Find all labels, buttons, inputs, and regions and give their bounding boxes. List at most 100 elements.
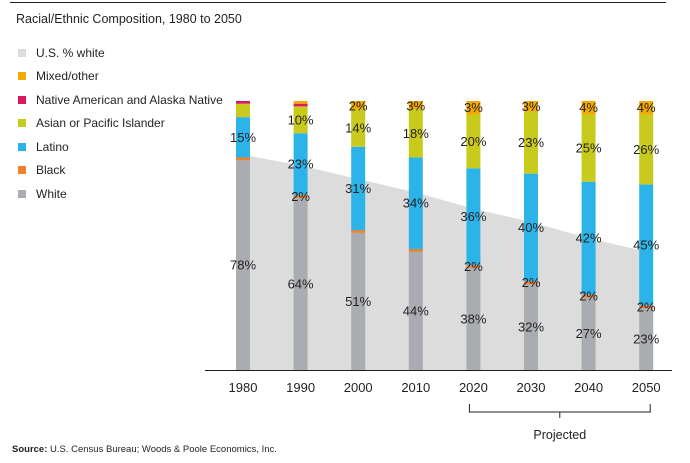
legend-label: Latino — [36, 139, 69, 154]
data-label-black-2020: 2% — [464, 259, 483, 274]
bar-segment-white-2020 — [466, 267, 481, 370]
chart-title: Racial/Ethnic Composition, 1980 to 2050 — [16, 12, 242, 26]
source-text: U.S. Census Bureau; Woods & Poole Econom… — [50, 444, 277, 455]
legend-asian: Asian or Pacific Islander — [18, 112, 223, 136]
bar-segment-asian-or-pacific-islander-1990 — [293, 106, 308, 134]
data-label-black-2030: 2% — [522, 275, 541, 290]
bar-segment-white-2050 — [639, 308, 654, 370]
data-label-latino-2010: 34% — [403, 196, 429, 211]
x-tick-label-2040: 2040 — [574, 380, 603, 395]
data-label-white-2000: 51% — [345, 294, 371, 309]
bar-segment-mixed-other-2010 — [408, 101, 423, 110]
native-swatch — [18, 95, 26, 104]
data-label-black-1990: 2% — [291, 189, 310, 204]
bar-segment-black-2040 — [581, 294, 596, 298]
legend-label: Black — [36, 163, 66, 178]
bar-segment-white-2010 — [408, 251, 423, 370]
bar-segment-mixed-other-2040 — [581, 101, 596, 115]
legend-native: Native American and Alaska Native — [18, 88, 223, 112]
bar-segment-asian-or-pacific-islander-2000 — [351, 109, 366, 147]
bar-segment-black-2000 — [351, 230, 366, 233]
legend-label: Asian or Pacific Islander — [36, 116, 165, 131]
data-label-mixed-other-2000: 2% — [349, 99, 368, 114]
legend-mixed: Mixed/other — [18, 65, 223, 89]
bar-segment-asian-or-pacific-islander-2010 — [408, 109, 423, 158]
data-label-mixed-other-2010: 3% — [406, 99, 425, 114]
bar-segment-mixed-other-2000 — [351, 101, 366, 110]
bar-segment-native-american-and-alaska-native-1980 — [236, 101, 250, 104]
x-tick-label-1980: 1980 — [229, 380, 258, 395]
bar-segment-mixed-other-2020 — [466, 101, 481, 115]
data-label-mixed-other-2020: 3% — [464, 100, 483, 115]
bar-segment-white-1980 — [236, 160, 250, 370]
bar-segment-mixed-other-2050 — [639, 101, 654, 115]
bar-segment-mixed-other-1990 — [293, 101, 308, 104]
bar-segment-asian-or-pacific-islander-2040 — [581, 114, 596, 182]
data-label-white-1990: 64% — [288, 276, 314, 291]
data-label-asian-or-pacific-islander-2000: 14% — [345, 120, 371, 135]
data-label-mixed-other-2030: 3% — [522, 99, 541, 114]
us-white-swatch — [18, 48, 26, 57]
data-label-white-2020: 38% — [460, 311, 486, 326]
black-swatch — [18, 166, 26, 175]
bar-segment-white-2000 — [351, 232, 366, 370]
bar-segment-black-1990 — [293, 195, 308, 198]
x-tick-label-2000: 2000 — [344, 380, 373, 395]
x-tick-label-2020: 2020 — [459, 380, 488, 395]
data-label-mixed-other-2050: 4% — [637, 100, 656, 115]
bar-segment-latino-2020 — [466, 168, 481, 266]
legend-latino: Latino — [18, 135, 223, 159]
bar-segment-latino-1990 — [293, 133, 308, 196]
data-label-asian-or-pacific-islander-2050: 26% — [633, 142, 659, 157]
data-label-white-2050: 23% — [633, 332, 659, 347]
bar-segment-black-2020 — [466, 265, 481, 268]
bar-segment-mixed-other-2030 — [524, 101, 538, 112]
bar-segment-black-2050 — [639, 305, 654, 309]
bar-segment-black-2010 — [408, 248, 423, 252]
top-rule — [10, 2, 666, 3]
x-tick-label-2030: 2030 — [517, 380, 546, 395]
data-label-latino-1990: 23% — [288, 157, 314, 172]
data-label-asian-or-pacific-islander-2020: 20% — [460, 134, 486, 149]
data-label-white-2010: 44% — [403, 303, 429, 318]
bar-segment-latino-2050 — [639, 184, 654, 306]
x-tick-label-2010: 2010 — [401, 380, 430, 395]
bar-segment-black-2030 — [524, 281, 538, 284]
bar-segment-latino-2010 — [408, 157, 423, 249]
asian-swatch — [18, 119, 26, 128]
us-white-area — [243, 154, 647, 370]
legend-us-white: U.S. % white — [18, 41, 223, 65]
legend-label: Native American and Alaska Native — [36, 92, 223, 107]
data-label-black-2040: 2% — [579, 289, 598, 304]
legend-black: Black — [18, 159, 223, 183]
bar-segment-latino-2030 — [524, 173, 538, 282]
legend-label: U.S. % white — [36, 45, 105, 60]
x-tick-label-2050: 2050 — [632, 380, 661, 395]
mixed-swatch — [18, 72, 26, 81]
bar-segment-asian-or-pacific-islander-2020 — [466, 114, 481, 169]
latino-swatch — [18, 142, 26, 151]
x-tick-label-1990: 1990 — [286, 380, 315, 395]
data-label-white-2040: 27% — [576, 326, 602, 341]
data-label-asian-or-pacific-islander-1990: 10% — [288, 112, 314, 127]
source-note: Source: U.S. Census Bureau; Woods & Pool… — [12, 444, 277, 455]
data-label-latino-1980: 15% — [230, 130, 256, 145]
projected-bracket — [468, 404, 651, 413]
data-label-white-2030: 32% — [518, 319, 544, 334]
data-label-latino-2050: 45% — [633, 237, 659, 252]
bar-segment-native-american-and-alaska-native-1990 — [293, 103, 308, 107]
legend-white: White — [18, 182, 223, 206]
legend-label: Mixed/other — [36, 69, 99, 84]
legend: U.S. % white Mixed/other Native American… — [18, 41, 223, 206]
data-label-white-1980: 78% — [230, 258, 256, 273]
data-label-black-2050: 2% — [637, 299, 656, 314]
projected-label: Projected — [533, 428, 586, 442]
bar-segment-white-2030 — [524, 283, 538, 370]
bar-segment-asian-or-pacific-islander-2030 — [524, 111, 538, 174]
data-label-asian-or-pacific-islander-2030: 23% — [518, 135, 544, 150]
source-label: Source: — [12, 444, 48, 455]
data-label-latino-2030: 40% — [518, 220, 544, 235]
bar-segment-asian-or-pacific-islander-2050 — [639, 114, 654, 185]
bar-segment-latino-2000 — [351, 146, 366, 231]
